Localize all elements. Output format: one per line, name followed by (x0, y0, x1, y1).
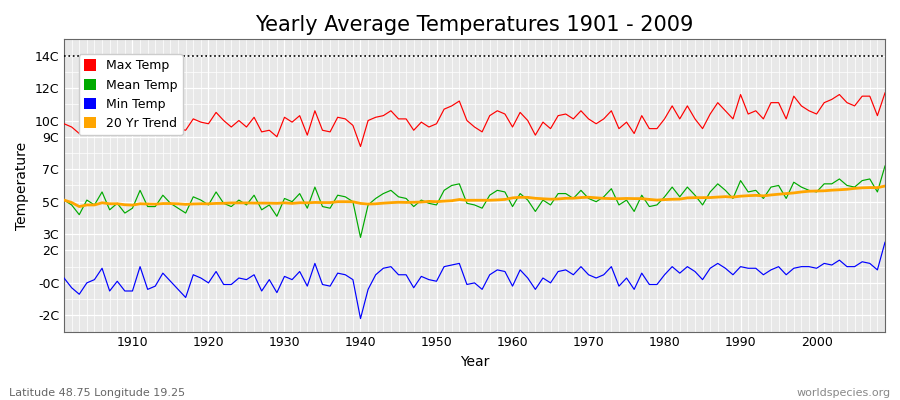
X-axis label: Year: Year (460, 355, 490, 369)
Text: Latitude 48.75 Longitude 19.25: Latitude 48.75 Longitude 19.25 (9, 388, 185, 398)
Legend: Max Temp, Mean Temp, Min Temp, 20 Yr Trend: Max Temp, Mean Temp, Min Temp, 20 Yr Tre… (78, 54, 183, 135)
Text: worldspecies.org: worldspecies.org (796, 388, 891, 398)
Y-axis label: Temperature: Temperature (15, 141, 29, 230)
Title: Yearly Average Temperatures 1901 - 2009: Yearly Average Temperatures 1901 - 2009 (256, 15, 694, 35)
